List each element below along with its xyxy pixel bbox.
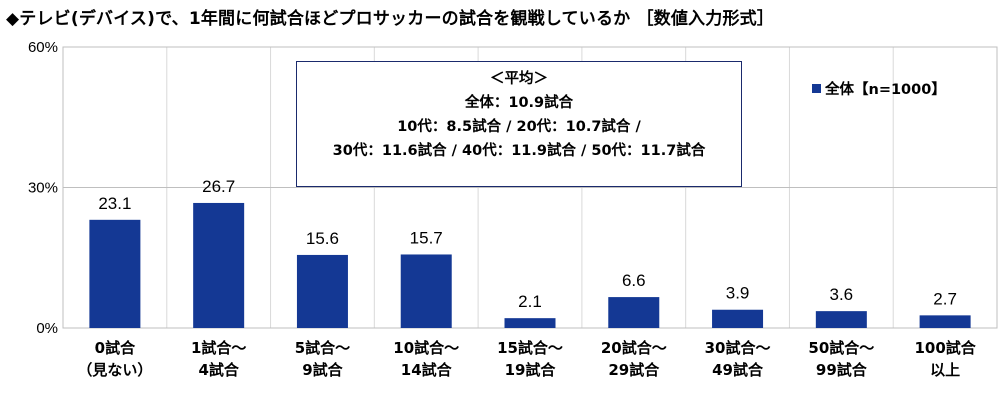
x-tick-label: 99試合 — [816, 361, 868, 379]
x-tick-label: 4試合 — [198, 361, 239, 379]
bar — [296, 254, 348, 328]
data-label: 3.6 — [830, 285, 854, 304]
legend: 全体【n=1000】 — [812, 78, 946, 99]
x-tick-label: 1試合～ — [191, 339, 246, 357]
average-by-age-line1: 10代：8.5試合 / 20代：10.7試合 / — [397, 119, 641, 135]
y-tick-label: 0% — [36, 320, 58, 337]
data-label: 23.1 — [98, 194, 131, 213]
data-label: 3.9 — [726, 284, 750, 303]
x-tick-label: 29試合 — [608, 361, 660, 379]
y-tick-label: 30% — [28, 180, 58, 197]
legend-label: 全体【n=1000】 — [825, 82, 946, 98]
x-tick-label: 9試合 — [302, 361, 343, 379]
x-tick-label: 20試合～ — [601, 339, 667, 357]
bar — [919, 315, 971, 328]
x-tick-label: 30試合～ — [705, 339, 771, 357]
data-label: 26.7 — [202, 177, 235, 196]
x-tick-label: 14試合 — [401, 361, 453, 379]
x-tick-label: 19試合 — [505, 361, 557, 379]
bar — [193, 202, 245, 328]
data-label: 6.6 — [622, 271, 646, 290]
bar — [712, 309, 764, 328]
x-tick-label: 100試合 — [914, 339, 976, 357]
bar — [504, 318, 556, 328]
x-tick-label: 49試合 — [712, 361, 764, 379]
x-tick-label: 5試合～ — [295, 339, 350, 357]
data-label: 15.6 — [306, 229, 339, 248]
data-label: 2.7 — [933, 289, 957, 308]
average-total: 全体：10.9試合 — [464, 95, 574, 111]
y-tick-label: 60% — [28, 39, 58, 56]
x-tick-label: 50試合～ — [808, 339, 874, 357]
data-label: 2.1 — [518, 292, 542, 311]
x-tick-label: 以上 — [930, 361, 960, 379]
chart-title: ◆テレビ(デバイス)で、1年間に何試合ほどプロサッカーの試合を観戦しているか ［… — [6, 9, 775, 29]
data-label: 15.7 — [410, 228, 443, 247]
average-annotation-box: ＜平均＞ 全体：10.9試合 10代：8.5試合 / 20代：10.7試合 / … — [296, 61, 742, 187]
average-heading: ＜平均＞ — [490, 71, 548, 87]
x-tick-label: 15試合～ — [497, 339, 563, 357]
bar — [815, 311, 867, 328]
bar — [400, 254, 452, 328]
average-by-age-line2: 30代：11.6試合 / 40代：11.9試合 / 50代：11.7試合 — [332, 143, 706, 159]
bar — [89, 219, 141, 328]
x-tick-label: （見ない） — [77, 361, 152, 379]
legend-swatch — [812, 84, 821, 93]
x-tick-label: 10試合～ — [393, 339, 459, 357]
bar — [608, 297, 660, 328]
x-tick-label: 0試合 — [95, 339, 136, 357]
